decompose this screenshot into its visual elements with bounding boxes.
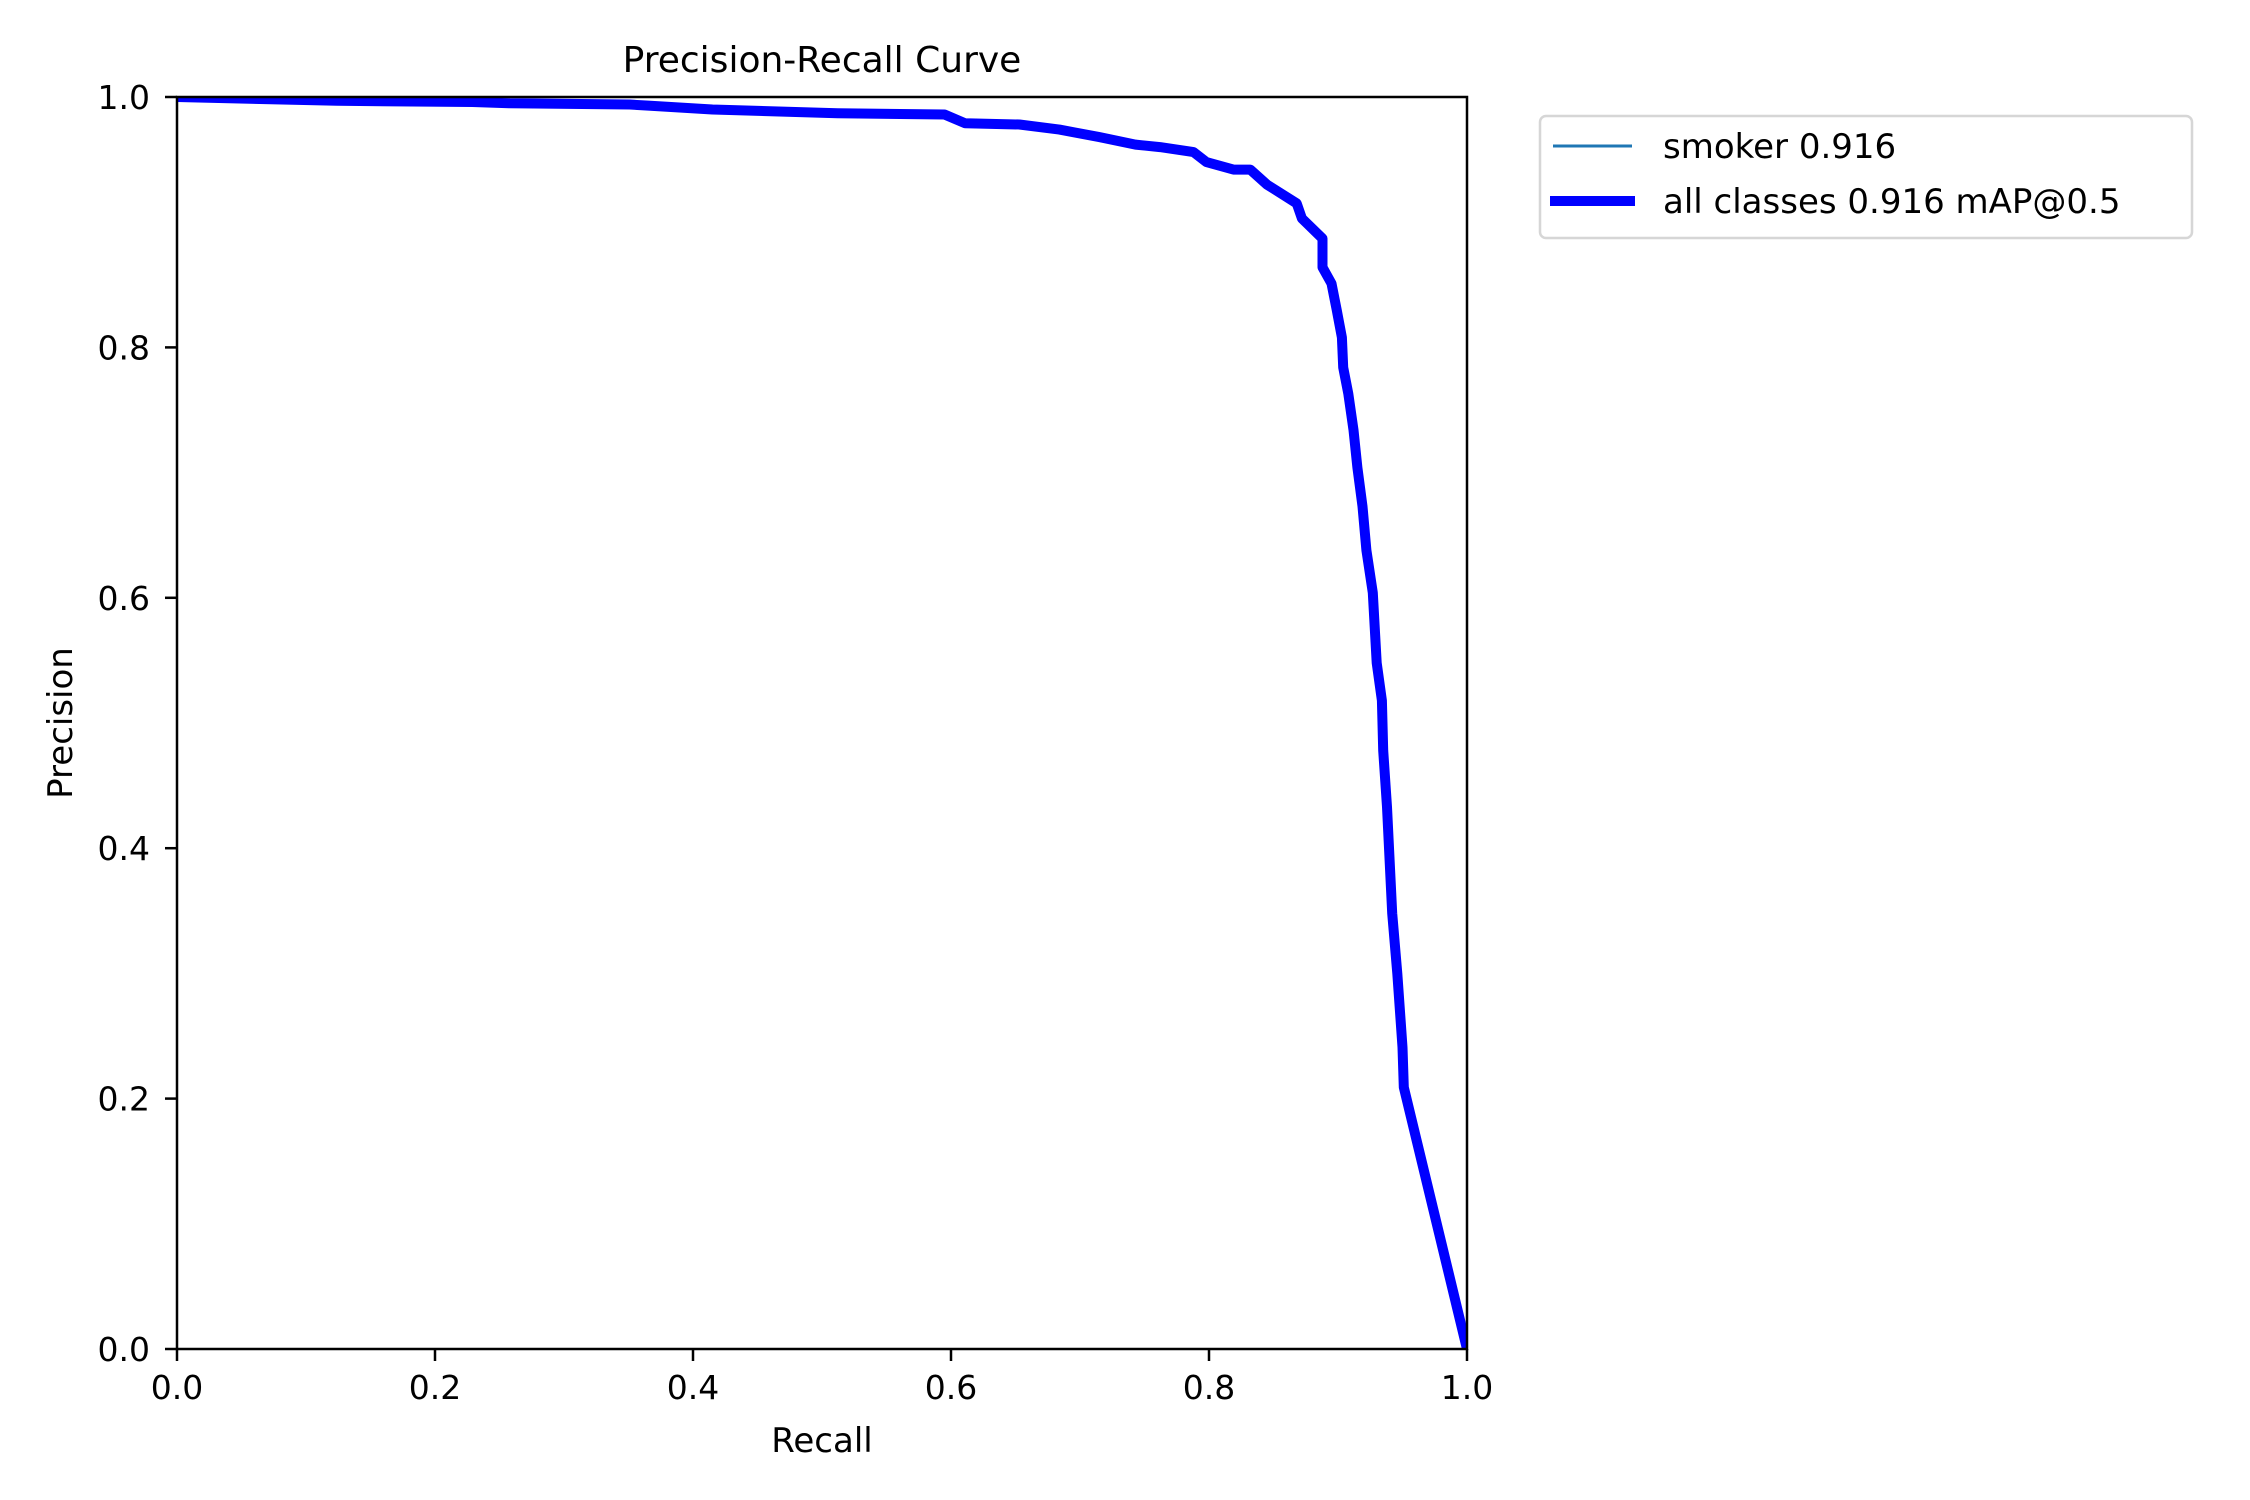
x-tick-label: 0.6 — [925, 1368, 977, 1407]
x-tick-label: 0.4 — [667, 1368, 719, 1407]
axes-frame — [175, 95, 1469, 1351]
chart-title: Precision-Recall Curve — [623, 40, 1022, 81]
legend-box — [1538, 114, 2194, 240]
series-all-classes-line — [177, 97, 1467, 1349]
legend-label-all-classes: all classes 0.916 mAP@0.5 — [1663, 182, 2120, 222]
y-tick-label: 1.0 — [98, 78, 150, 117]
y-axis-label: Precision — [41, 647, 81, 799]
x-tick-label: 1.0 — [1441, 1368, 1493, 1407]
y-tick-label: 0.0 — [98, 1330, 150, 1369]
x-tick-label: 0.2 — [409, 1368, 461, 1407]
y-tick-label: 0.8 — [98, 328, 150, 367]
x-axis-ticks: 0.0 0.2 0.4 0.6 0.8 1.0 — [151, 1349, 1493, 1407]
legend: smoker 0.916 all classes 0.916 mAP@0.5 — [1538, 114, 2194, 240]
plot-area — [175, 95, 1469, 1351]
plot-background — [177, 97, 1467, 1349]
legend-label-smoker: smoker 0.916 — [1663, 127, 1896, 167]
y-tick-label: 0.2 — [98, 1080, 150, 1119]
x-axis-label: Recall — [771, 1421, 872, 1461]
y-axis-ticks: 0.0 0.2 0.4 0.6 0.8 1.0 — [98, 78, 177, 1369]
y-tick-label: 0.4 — [98, 829, 150, 868]
x-tick-label: 0.8 — [1183, 1368, 1235, 1407]
x-tick-label: 0.0 — [151, 1368, 203, 1407]
y-tick-label: 0.6 — [98, 579, 150, 618]
